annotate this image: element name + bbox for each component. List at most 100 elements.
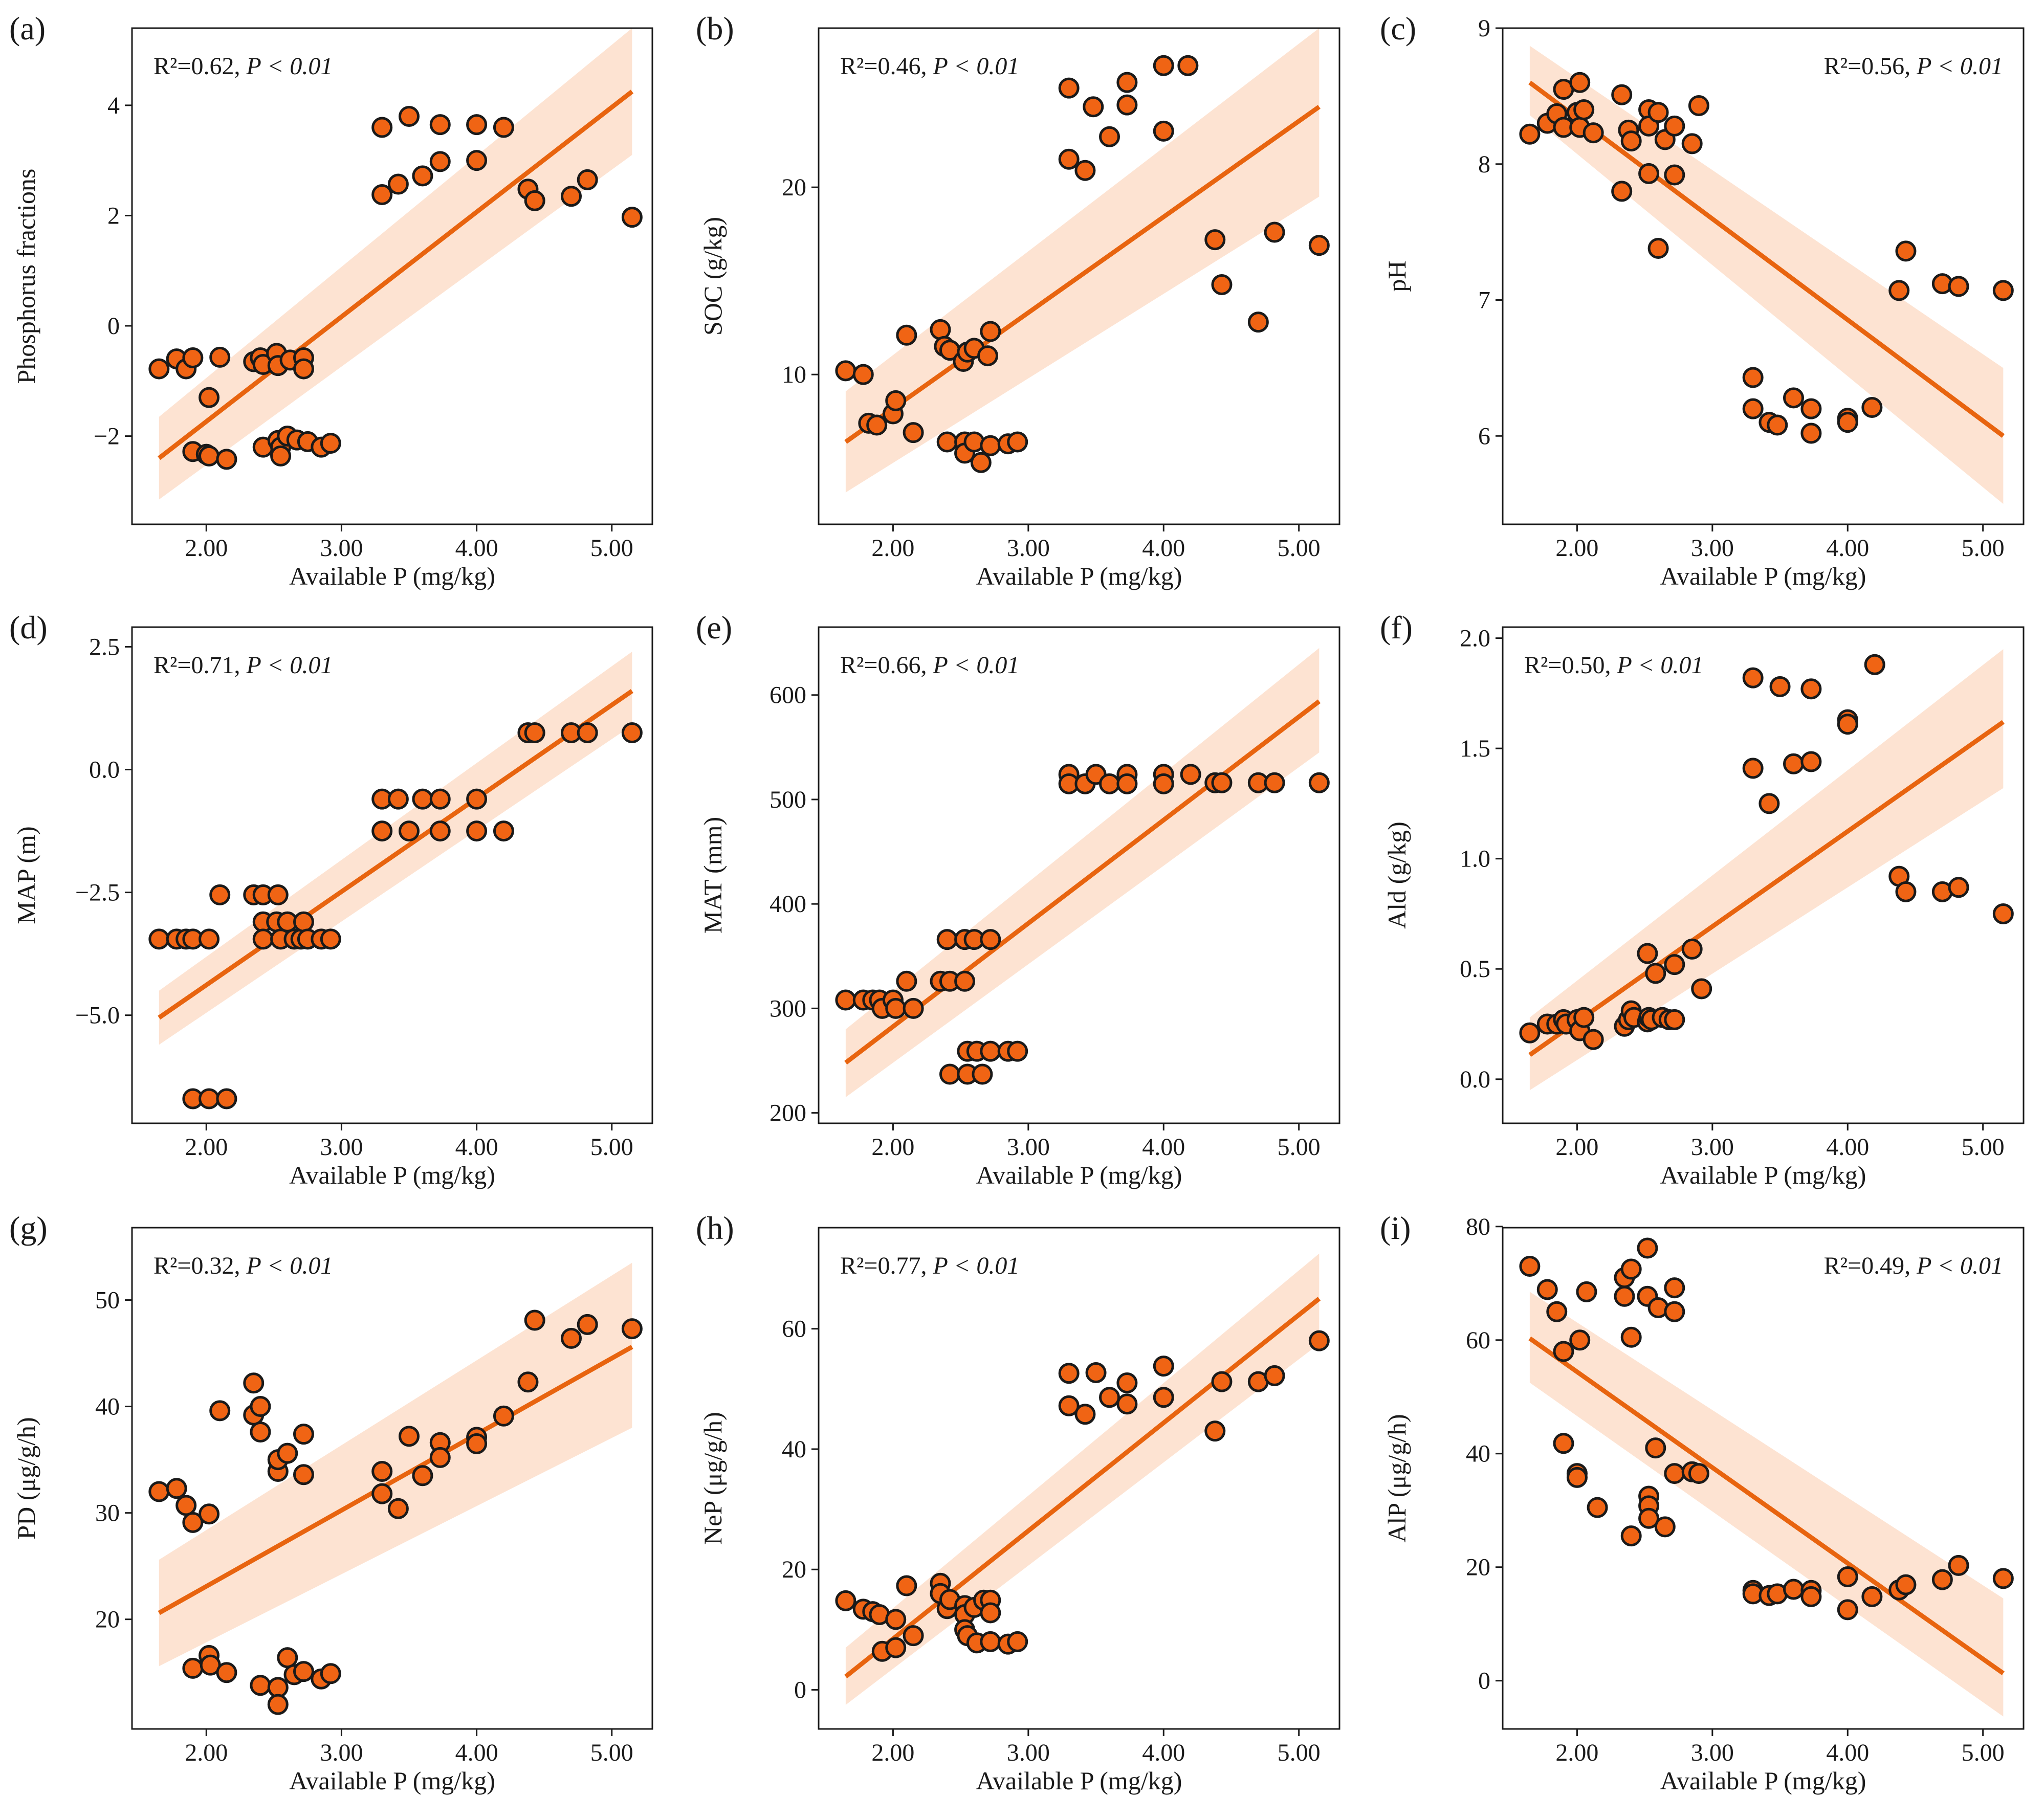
panel-label: (e) xyxy=(696,609,732,646)
data-point xyxy=(387,173,409,195)
x-axis-title: Available P (mg/kg) xyxy=(1660,1161,1866,1189)
data-point xyxy=(1783,753,1804,774)
data-point xyxy=(903,1625,924,1647)
data-point xyxy=(1308,235,1330,256)
data-point xyxy=(209,346,231,368)
data-point xyxy=(1116,72,1138,93)
x-axis-title: Available P (mg/kg) xyxy=(289,562,495,590)
p-value-text: P < 0.01 xyxy=(932,1252,1019,1279)
data-point xyxy=(936,431,958,453)
data-point xyxy=(182,347,204,369)
data-point xyxy=(429,151,451,172)
data-point xyxy=(293,1464,314,1485)
x-axis-title: Available P (mg/kg) xyxy=(1660,1766,1866,1795)
y-axis-title: MAT (mm) xyxy=(698,817,727,934)
data-point xyxy=(182,1657,204,1679)
x-tick-label: 5.00 xyxy=(590,1134,633,1161)
y-tick-label: 20 xyxy=(95,1606,120,1633)
confidence-band xyxy=(1529,46,2004,504)
x-tick-label: 4.00 xyxy=(455,1739,498,1766)
data-point xyxy=(561,1327,582,1349)
x-tick-label: 2.00 xyxy=(1555,1134,1598,1161)
data-point xyxy=(1247,312,1269,333)
data-point xyxy=(1116,1372,1138,1394)
data-point xyxy=(148,1481,170,1502)
y-axis-title: MAP (m) xyxy=(12,826,40,924)
axes-frame xyxy=(818,27,1340,525)
data-point xyxy=(267,884,289,905)
data-point xyxy=(243,1372,265,1394)
data-point xyxy=(371,1460,393,1482)
data-point xyxy=(1783,387,1804,409)
confidence-band xyxy=(159,1262,632,1667)
x-axis-title: Available P (mg/kg) xyxy=(289,1161,495,1189)
axes-frame xyxy=(1502,27,2025,525)
p-value-text: P < 0.01 xyxy=(1616,652,1703,679)
p-value-text: P < 0.01 xyxy=(246,652,333,679)
x-tick-label: 5.00 xyxy=(1278,535,1321,562)
panel-e: 2.00 3.00 4.00 5.00 200 300 400 500 600 Available… xyxy=(696,609,1340,1189)
x-tick-label: 4.00 xyxy=(1826,1739,1869,1766)
data-point xyxy=(1211,1371,1233,1392)
data-point xyxy=(1769,676,1791,697)
data-point xyxy=(429,1447,451,1468)
data-point xyxy=(250,1421,271,1442)
regression-line xyxy=(158,689,633,1020)
data-point xyxy=(1553,1341,1574,1362)
x-tick-label: 3.00 xyxy=(320,1739,363,1766)
data-point xyxy=(1837,1566,1858,1588)
data-point xyxy=(1992,1568,2014,1589)
y-tick-label: 500 xyxy=(770,786,806,813)
data-point xyxy=(1647,102,1669,123)
data-point xyxy=(199,928,220,950)
x-tick-label: 2.00 xyxy=(185,1739,228,1766)
panel-d: 2.00 3.00 4.00 5.00 −5.0 −2.5 0.0 2.5 Available … xyxy=(9,609,653,1189)
y-tick-label: 7 xyxy=(1478,287,1490,314)
data-point xyxy=(199,1088,220,1109)
data-point xyxy=(466,820,488,842)
x-axis-title: Available P (mg/kg) xyxy=(1660,562,1866,590)
p-value-text: P < 0.01 xyxy=(932,53,1019,80)
data-point xyxy=(1569,1329,1591,1351)
confidence-band xyxy=(159,28,632,500)
data-point xyxy=(320,928,341,950)
data-point xyxy=(1888,280,1910,301)
x-axis-title: Available P (mg/kg) xyxy=(289,1766,495,1795)
y-axis-title: pH xyxy=(1382,260,1411,292)
stats-annotation: R²=0.56, P < 0.01 xyxy=(1824,53,2003,80)
data-point xyxy=(1308,772,1330,793)
data-point xyxy=(199,445,220,467)
y-tick-label: 2.5 xyxy=(89,633,120,660)
data-point xyxy=(399,105,420,127)
data-point xyxy=(1573,99,1595,120)
data-point xyxy=(371,1483,393,1504)
r-squared-text: R²=0.71, xyxy=(153,652,246,679)
r-squared-text: R²=0.66, xyxy=(840,652,933,679)
regression-line xyxy=(844,1297,1321,1679)
data-point xyxy=(524,722,545,743)
data-point xyxy=(835,1590,856,1611)
stats-annotation: R²=0.49, P < 0.01 xyxy=(1824,1252,2003,1279)
data-point xyxy=(148,358,170,380)
data-point xyxy=(1264,221,1285,243)
stats-annotation: R²=0.71, P < 0.01 xyxy=(153,652,333,679)
data-point xyxy=(1074,160,1096,181)
data-point xyxy=(885,390,907,411)
r-squared-text: R²=0.50, xyxy=(1524,652,1617,679)
x-tick-label: 3.00 xyxy=(1007,1134,1050,1161)
data-point xyxy=(1783,1579,1804,1600)
data-point xyxy=(1058,148,1080,170)
panel-b: 2.00 3.00 4.00 5.00 10 20 Available P (mg/kg) S… xyxy=(696,10,1340,590)
data-point xyxy=(1742,667,1764,689)
data-point xyxy=(293,1661,314,1682)
data-point xyxy=(1759,793,1780,814)
data-point xyxy=(199,387,220,408)
regression-line xyxy=(1528,720,2005,1057)
data-point xyxy=(1681,938,1703,960)
regression-line xyxy=(158,1345,633,1615)
data-point xyxy=(561,186,582,207)
y-axis-title: Ald (g/kg) xyxy=(1382,822,1411,929)
x-axis-title: Available P (mg/kg) xyxy=(976,1161,1182,1189)
data-point xyxy=(277,1647,298,1669)
panel-a: 2.00 3.00 4.00 5.00 −2 0 2 4 Available P (mg/kg)… xyxy=(9,10,653,590)
